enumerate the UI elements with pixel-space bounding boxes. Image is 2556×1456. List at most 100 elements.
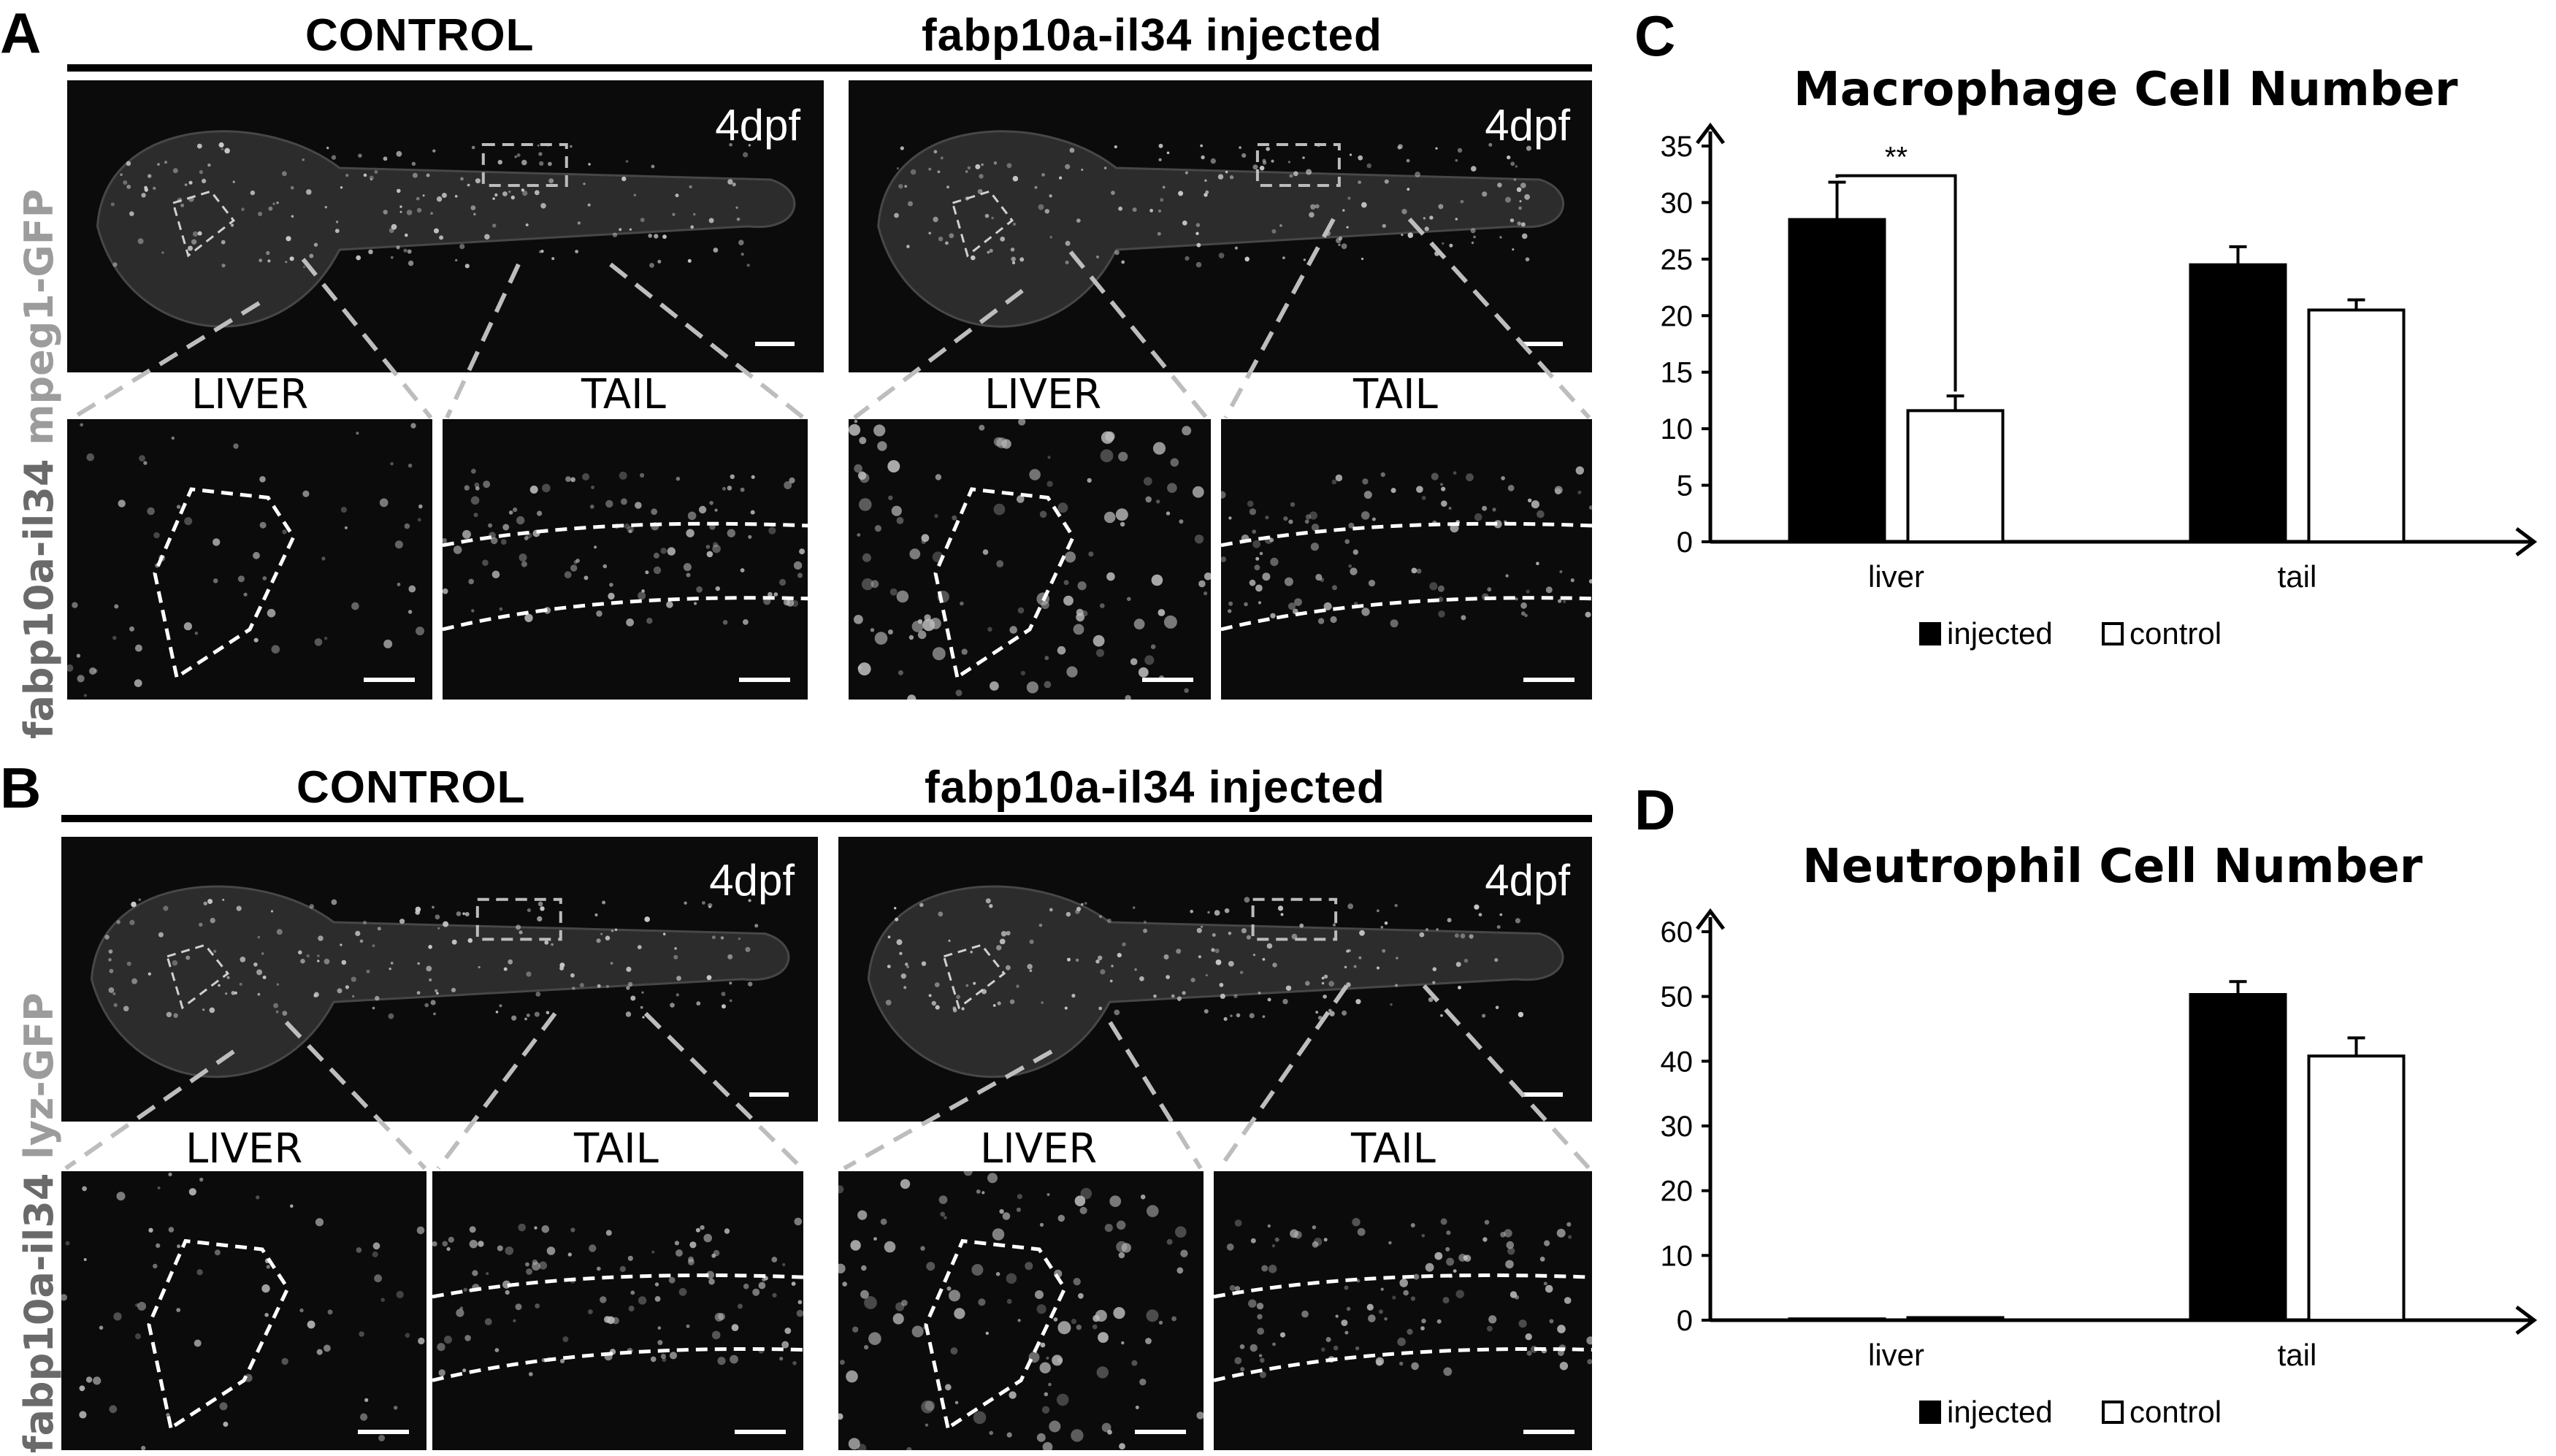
micrograph-control-whole: 4dpf — [67, 80, 824, 372]
bar-injected-liver — [1788, 1317, 1886, 1322]
bar-injected-liver — [1788, 218, 1886, 544]
significance-label: ** — [1885, 142, 1908, 174]
scale-bar — [364, 678, 415, 682]
scale-bar — [1523, 678, 1574, 682]
bar-injected-tail — [2189, 263, 2287, 543]
panel-letter-a: A — [0, 1, 42, 65]
timepoint-label: 4dpf — [709, 856, 795, 905]
fluorescent-cells — [849, 419, 1211, 700]
zoom-lines-a — [72, 217, 1591, 420]
header-rule — [67, 64, 1592, 72]
micrograph-control-whole: 4dpf — [61, 837, 818, 1122]
embryo-body — [90, 885, 790, 1078]
inset-injected-liver — [849, 419, 1211, 700]
x-tick-label: tail — [2278, 1338, 2317, 1372]
embryo-body — [867, 885, 1564, 1078]
y-tick-label: 30 — [1661, 1111, 1694, 1143]
tail-roi-box — [1255, 143, 1341, 187]
legend-label-injected: injected — [1947, 1395, 2053, 1429]
y-axis-arrow — [1696, 908, 1725, 930]
scale-bar — [1523, 342, 1563, 346]
scale-bar — [1142, 678, 1193, 682]
panel-letter-b: B — [0, 756, 42, 820]
tail-roi-box — [481, 143, 568, 187]
scale-bar — [749, 1092, 789, 1097]
macrophage-chart: 0 5 10 15 20 25 30 35 liver tail ** injected control — [1661, 122, 2538, 651]
header-injected: fabp10a-il34 injected — [925, 762, 1385, 813]
y-tick-label: 10 — [1661, 1240, 1694, 1272]
header-injected: fabp10a-il34 injected — [922, 10, 1382, 61]
inset-control-liver — [61, 1171, 426, 1450]
scale-bar — [739, 678, 790, 682]
tail-outline-lower — [1221, 596, 1592, 632]
inset-label-liver: LIVER — [191, 371, 309, 418]
tail-roi-box — [1251, 897, 1338, 941]
legend-swatch-control — [2102, 622, 2124, 645]
zoom-lines-b — [64, 984, 1591, 1170]
y-tick-label: 35 — [1661, 131, 1694, 163]
fluorescent-cells — [838, 1171, 1204, 1450]
tail-outline-lower — [432, 1346, 803, 1382]
tail-outline-upper — [443, 521, 808, 548]
fluorescent-cells — [1226, 1218, 1592, 1379]
tail-outline-upper — [1214, 1273, 1592, 1299]
fluorescent-cells — [110, 142, 751, 269]
liver-outline — [153, 487, 296, 681]
x-axis-arrow — [2515, 1306, 2538, 1335]
header-rule — [61, 815, 1592, 822]
y-tick-label: 25 — [1661, 244, 1694, 276]
micrograph-injected-whole: 4dpf — [838, 837, 1592, 1122]
timepoint-label: 4dpf — [715, 101, 800, 150]
scale-bar — [1523, 1430, 1574, 1434]
legend-swatch-injected — [1919, 1401, 1941, 1424]
inset-label-liver: LIVER — [984, 371, 1102, 418]
y-tick-label: 30 — [1661, 187, 1694, 219]
bar-control-liver — [1906, 1316, 2005, 1322]
significance-bracket — [1835, 174, 1957, 392]
fluorescent-cells — [61, 1172, 425, 1450]
header-control: CONTROL — [305, 10, 535, 61]
tail-outline-upper — [1221, 521, 1592, 548]
header-control: CONTROL — [296, 762, 526, 813]
liver-outline — [951, 190, 1014, 258]
chart-title: Neutrophil Cell Number — [1802, 840, 2423, 894]
legend-label-injected: injected — [1947, 616, 2053, 651]
panel-letter-d: D — [1634, 778, 1676, 842]
inset-label-tail: TAIL — [581, 371, 666, 418]
bar-control-tail — [2307, 1054, 2406, 1322]
inset-label-tail: TAIL — [1351, 1125, 1436, 1173]
bar-control-tail — [2307, 308, 2406, 543]
fluorescent-cells — [885, 897, 1524, 1022]
timepoint-label: 4dpf — [1485, 856, 1570, 905]
liver-outline — [942, 943, 1006, 1010]
legend-swatch-control — [2102, 1401, 2124, 1424]
fluorescent-cells — [443, 468, 806, 627]
legend-swatch-injected — [1919, 622, 1941, 645]
liver-outline — [924, 1238, 1067, 1431]
y-tick-label: 0 — [1677, 1305, 1693, 1337]
liver-outline — [147, 1238, 290, 1431]
chart-title: Macrophage Cell Number — [1794, 63, 2458, 117]
legend-label-control: control — [2130, 1395, 2222, 1429]
liver-outline — [933, 487, 1076, 681]
tail-outline-lower — [1214, 1346, 1592, 1382]
inset-label-tail: TAIL — [574, 1125, 659, 1173]
bar-control-liver — [1906, 409, 2005, 544]
liver-outline — [166, 943, 230, 1010]
inset-control-tail — [443, 419, 808, 700]
inset-label-liver: LIVER — [980, 1125, 1098, 1173]
y-tick-label: 0 — [1677, 526, 1693, 559]
tail-outline-lower — [443, 596, 808, 632]
scale-bar — [1523, 1092, 1563, 1097]
embryo-body — [877, 130, 1565, 328]
fluorescent-cells — [67, 423, 424, 697]
inset-label-liver: LIVER — [185, 1125, 303, 1173]
fluorescent-cells — [432, 1217, 803, 1376]
x-tick-label: liver — [1868, 559, 1924, 594]
fluorescent-cells — [104, 898, 759, 1021]
inset-injected-tail — [1221, 419, 1592, 700]
y-tick-label: 20 — [1661, 1176, 1694, 1208]
y-tick-label: 60 — [1661, 916, 1694, 949]
scale-bar — [358, 1430, 409, 1434]
y-tick-label: 50 — [1661, 981, 1694, 1014]
